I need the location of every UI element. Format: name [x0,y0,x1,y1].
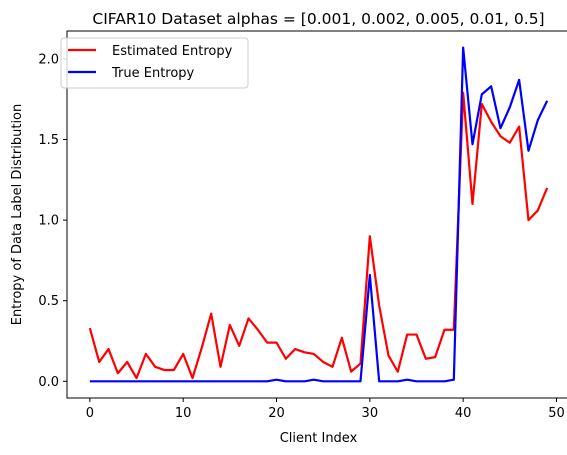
y-axis-ticks: 0.0 0.5 1.0 1.5 2.0 [38,52,67,390]
legend-box [60,37,249,89]
y-tick-label: 1.5 [38,133,59,148]
x-axis-ticks: 0 10 20 30 40 50 [86,398,565,421]
x-tick-label: 30 [362,406,379,421]
axes-frame [66,30,567,399]
y-axis-label: Entropy of Data Label Distribution [10,104,25,326]
plot-area [88,46,549,383]
legend-label-true: True Entropy [111,66,195,81]
x-tick-label: 40 [455,406,472,421]
series-line-true-entropy [89,46,549,383]
y-tick-label: 0.5 [38,294,59,309]
series-line-estimated-entropy [88,91,549,380]
x-tick-label: 10 [175,406,192,421]
legend-label-estimated: Estimated Entropy [112,44,233,59]
x-tick-label: 0 [86,406,94,421]
y-tick-label: 0.0 [38,375,59,390]
chart-title: CIFAR10 Dataset alphas = [0.001, 0.002, … [92,10,544,28]
x-tick-label: 50 [548,406,565,421]
legend: Estimated Entropy True Entropy [60,37,249,89]
y-tick-label: 1.0 [38,214,59,229]
x-axis-label: Client Index [280,431,358,446]
x-tick-label: 20 [268,406,285,421]
y-tick-label: 2.0 [38,52,59,67]
